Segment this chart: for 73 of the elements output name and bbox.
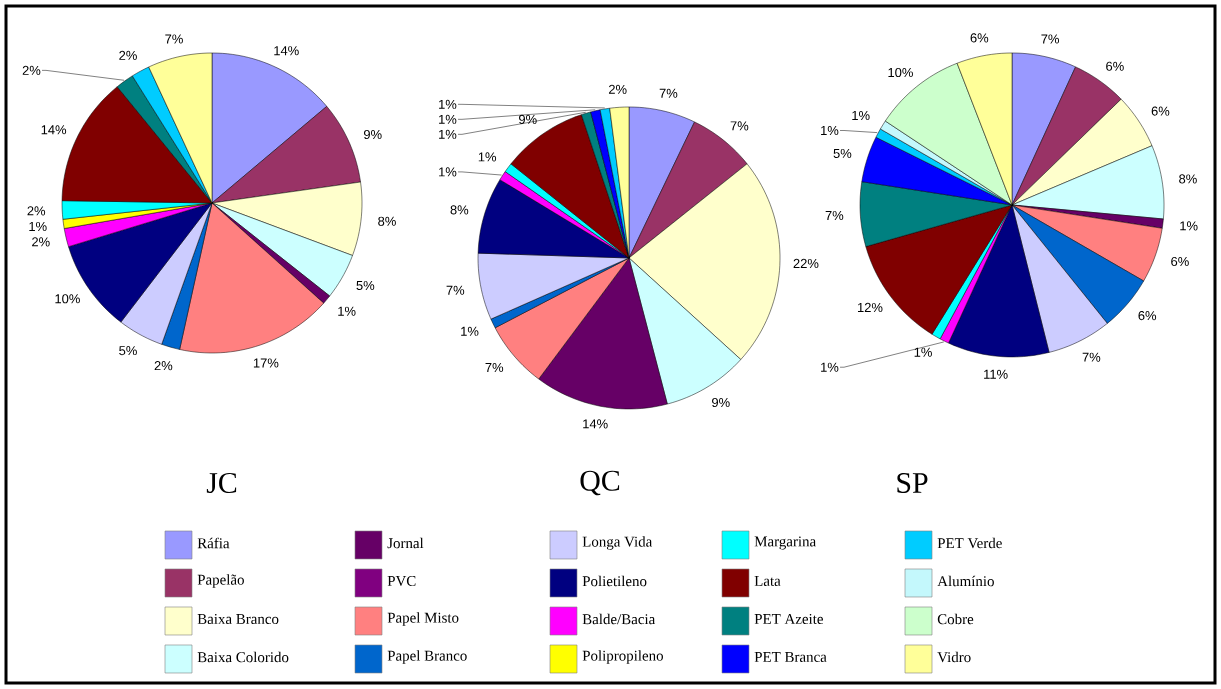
- data-label: 1%: [439, 129, 457, 139]
- data-label: 14%: [583, 419, 608, 429]
- data-label: 7%: [165, 34, 183, 44]
- data-label: 17%: [253, 358, 279, 368]
- data-label: 10%: [888, 67, 913, 78]
- data-label: 1%: [914, 347, 932, 357]
- data-label: 6%: [1138, 311, 1157, 321]
- data-label: 1%: [29, 221, 47, 231]
- legend-label: Vidro: [937, 651, 971, 663]
- data-label: 8%: [450, 205, 469, 215]
- legend-label: PET Branca: [754, 652, 827, 662]
- legend-label: Papel Misto: [387, 612, 459, 626]
- legend-label: Baixa Branco: [197, 613, 279, 624]
- legend-label: Jornal: [387, 537, 424, 549]
- legend-label: Longa Vida: [582, 536, 653, 550]
- legend-label: Lata: [754, 576, 781, 586]
- data-label: 2%: [32, 237, 50, 247]
- text: QC: [580, 470, 620, 496]
- data-label: 1%: [1180, 221, 1198, 231]
- data-label: 7%: [825, 210, 844, 220]
- data-label: 8%: [378, 216, 396, 226]
- data-label: 1%: [338, 306, 356, 316]
- legend-label: Papelão: [197, 574, 244, 588]
- data-label: 1%: [478, 152, 497, 162]
- data-label: 9%: [363, 129, 382, 140]
- legend-label: PET Verde: [937, 537, 1002, 549]
- legend-label: Balde/Bacia: [582, 613, 656, 625]
- legend-label: PET Azeite: [754, 613, 823, 624]
- data-label: 14%: [274, 46, 299, 56]
- data-label: 7%: [730, 121, 749, 131]
- data-label: 2%: [27, 206, 46, 216]
- legend-label: Cobre: [937, 613, 974, 625]
- data-label: 12%: [857, 302, 883, 312]
- data-label: 2%: [119, 50, 137, 60]
- data-label: 6%: [1151, 106, 1170, 116]
- legend-label: Baixa Colorido: [197, 651, 289, 663]
- data-label: 7%: [485, 363, 504, 373]
- data-label: 2%: [22, 65, 41, 75]
- data-label: 2%: [154, 361, 173, 371]
- data-label: 2%: [608, 84, 627, 94]
- data-label: 1%: [439, 99, 457, 109]
- data-label: 5%: [356, 280, 375, 291]
- data-label: 1%: [821, 125, 839, 136]
- data-label: 22%: [793, 258, 819, 268]
- data-label: 7%: [446, 285, 465, 295]
- legend-label: Margarina: [754, 536, 816, 550]
- data-label: 9%: [712, 397, 730, 408]
- data-label: 1%: [461, 326, 479, 336]
- legend-label: Ráfia: [197, 537, 230, 549]
- legend-label: Papel Branco: [387, 650, 467, 664]
- data-label: 1%: [852, 110, 870, 121]
- legend-label: Polietileno: [582, 575, 647, 587]
- data-label: 7%: [659, 88, 678, 98]
- data-label: 6%: [1171, 256, 1189, 267]
- text: JC: [206, 472, 237, 494]
- data-label: 7%: [1082, 352, 1101, 362]
- data-label: 6%: [970, 33, 989, 43]
- data-label: 5%: [119, 346, 137, 356]
- data-label: 1%: [439, 167, 457, 177]
- legend-label: Alumínio: [937, 575, 994, 587]
- data-label: 10%: [55, 294, 80, 304]
- data-label: 11%: [984, 369, 1008, 379]
- data-label: 8%: [1179, 174, 1197, 184]
- data-label: 9%: [519, 114, 537, 124]
- legend-label: PVC: [387, 575, 416, 587]
- legend-label: Polipropileno: [582, 650, 664, 664]
- data-label: 5%: [833, 148, 852, 158]
- data-label: 7%: [1041, 34, 1059, 44]
- text: SP: [897, 472, 928, 494]
- data-label: 14%: [41, 125, 67, 135]
- data-label: 6%: [1106, 61, 1124, 71]
- data-label: 1%: [821, 362, 839, 372]
- data-label: 1%: [439, 114, 457, 124]
